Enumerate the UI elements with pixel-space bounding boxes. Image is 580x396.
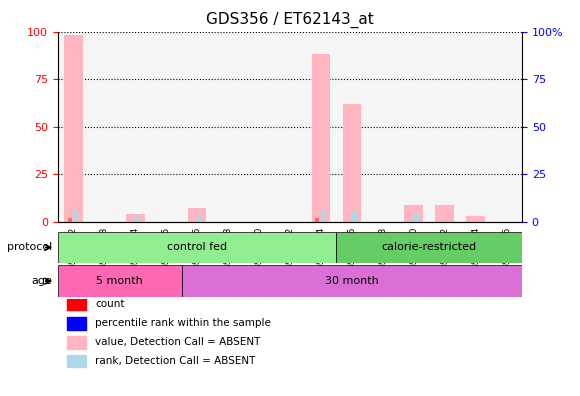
Text: percentile rank within the sample: percentile rank within the sample xyxy=(95,318,271,328)
Bar xyxy=(74,212,78,222)
Bar xyxy=(58,32,89,222)
Bar xyxy=(244,32,274,222)
Text: control fed: control fed xyxy=(167,242,227,253)
Bar xyxy=(460,32,491,222)
Bar xyxy=(336,32,367,222)
Bar xyxy=(321,210,326,222)
Bar xyxy=(182,32,213,222)
Text: age: age xyxy=(31,276,52,286)
Bar xyxy=(429,32,460,222)
Bar xyxy=(67,336,86,349)
Bar xyxy=(352,212,357,222)
Text: GDS356 / ET62143_at: GDS356 / ET62143_at xyxy=(206,12,374,28)
FancyBboxPatch shape xyxy=(58,265,182,297)
Bar xyxy=(404,205,423,222)
Bar xyxy=(466,216,485,222)
Bar xyxy=(136,216,140,222)
Bar xyxy=(197,216,202,222)
Bar xyxy=(64,36,83,222)
Text: rank, Detection Call = ABSENT: rank, Detection Call = ABSENT xyxy=(95,356,256,366)
Bar xyxy=(398,32,429,222)
Bar xyxy=(67,317,86,329)
Bar xyxy=(274,32,306,222)
Bar xyxy=(68,218,71,222)
Bar xyxy=(213,32,244,222)
Bar xyxy=(151,32,182,222)
Bar xyxy=(436,205,454,222)
Bar xyxy=(89,32,120,222)
Bar xyxy=(491,32,522,222)
Text: 30 month: 30 month xyxy=(325,276,379,286)
Bar xyxy=(311,55,330,222)
Bar xyxy=(126,214,144,222)
Text: 5 month: 5 month xyxy=(96,276,143,286)
Bar xyxy=(414,214,419,222)
FancyBboxPatch shape xyxy=(58,232,336,263)
Bar xyxy=(306,32,336,222)
FancyBboxPatch shape xyxy=(336,232,522,263)
Bar xyxy=(67,297,86,310)
Bar xyxy=(120,32,151,222)
Text: count: count xyxy=(95,299,125,309)
Bar xyxy=(343,104,361,222)
Bar xyxy=(67,354,86,367)
Text: value, Detection Call = ABSENT: value, Detection Call = ABSENT xyxy=(95,337,260,347)
FancyBboxPatch shape xyxy=(182,265,522,297)
Bar xyxy=(367,32,398,222)
Bar xyxy=(316,218,319,222)
Text: protocol: protocol xyxy=(7,242,52,253)
Text: calorie-restricted: calorie-restricted xyxy=(382,242,477,253)
Bar xyxy=(188,208,206,222)
